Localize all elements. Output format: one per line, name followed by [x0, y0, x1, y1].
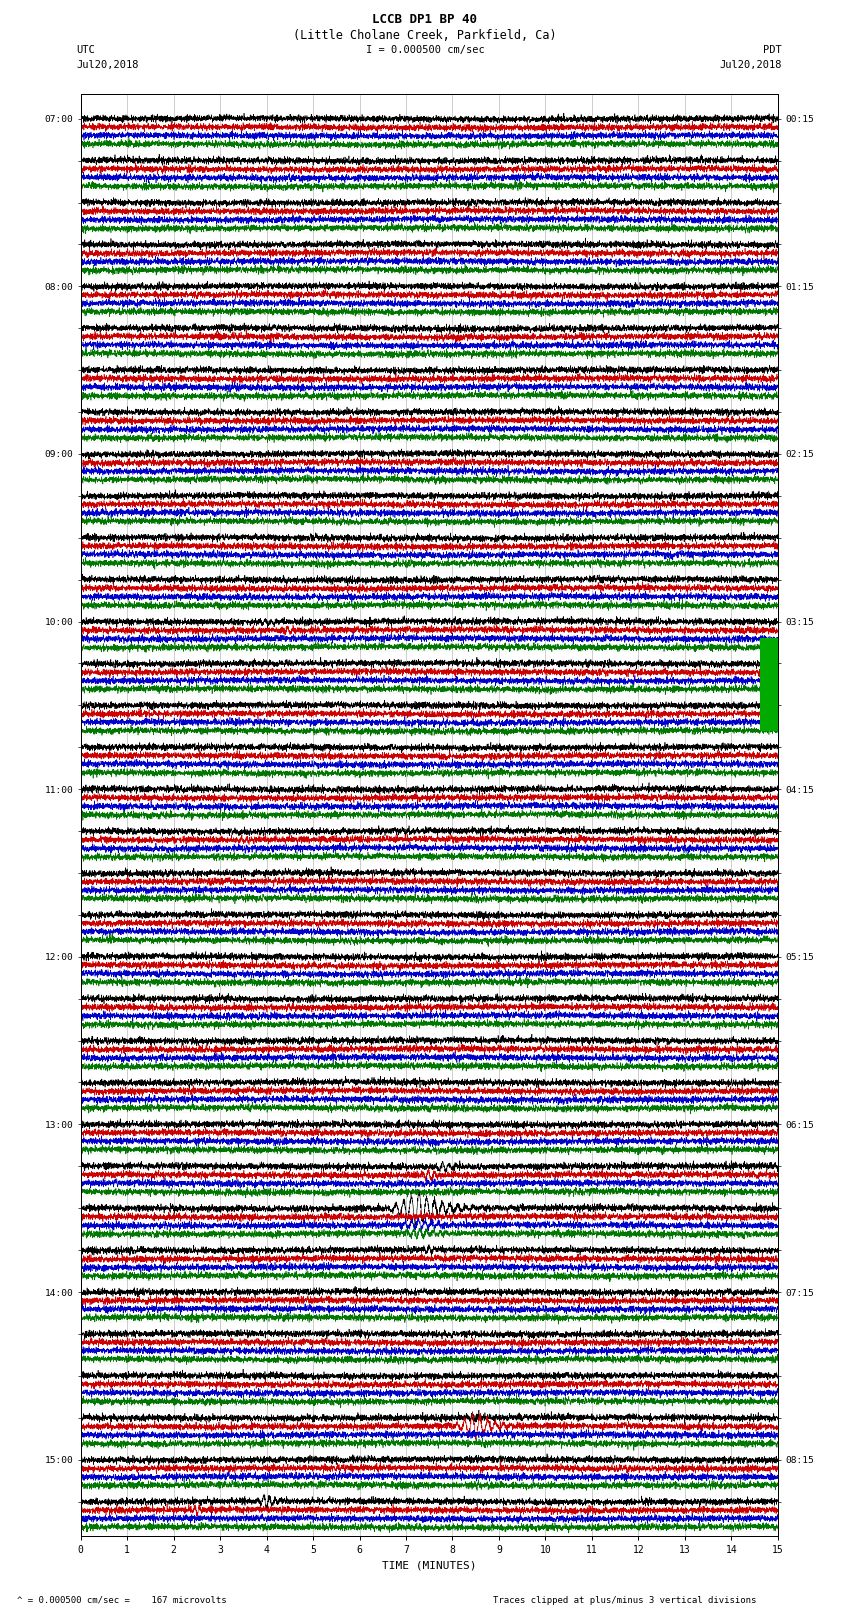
- Text: LCCB DP1 BP 40: LCCB DP1 BP 40: [372, 13, 478, 26]
- Text: I = 0.000500 cm/sec: I = 0.000500 cm/sec: [366, 45, 484, 55]
- Text: PDT: PDT: [763, 45, 782, 55]
- Text: Jul20,2018: Jul20,2018: [719, 60, 782, 69]
- Text: Jul20,2018: Jul20,2018: [76, 60, 139, 69]
- Bar: [760, 637, 778, 689]
- Text: (Little Cholane Creek, Parkfield, Ca): (Little Cholane Creek, Parkfield, Ca): [293, 29, 557, 42]
- Text: Traces clipped at plus/minus 3 vertical divisions: Traces clipped at plus/minus 3 vertical …: [493, 1595, 756, 1605]
- Text: UTC: UTC: [76, 45, 95, 55]
- Bar: [760, 679, 778, 731]
- X-axis label: TIME (MINUTES): TIME (MINUTES): [382, 1560, 477, 1569]
- Text: ^ = 0.000500 cm/sec =    167 microvolts: ^ = 0.000500 cm/sec = 167 microvolts: [17, 1595, 227, 1605]
